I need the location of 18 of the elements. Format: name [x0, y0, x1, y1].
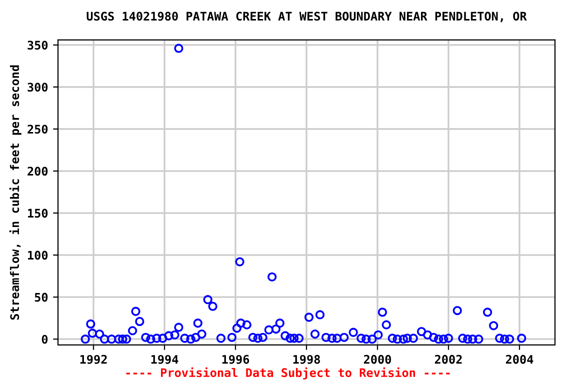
- y-tick-label: 350: [28, 40, 48, 50]
- x-tick-label: 2000: [364, 354, 391, 364]
- y-tick-label: 150: [28, 208, 48, 218]
- text: ---- Provisional Data Subject to Revision ----: [126, 367, 450, 380]
- y-tick-label: 0: [42, 334, 48, 344]
- y-tick-label: 200: [28, 166, 48, 176]
- x-tick-label: 2002: [434, 354, 462, 364]
- x-tick-label: 1998: [293, 354, 320, 364]
- x-tick-label: 1992: [80, 354, 107, 364]
- x-tick-label: 2004: [506, 354, 534, 364]
- x-tick-label: 1996: [222, 354, 250, 364]
- y-axis-title: Streamflow, in cubic feet per second: [9, 65, 22, 320]
- y-tick-label: 100: [28, 250, 48, 260]
- y-tick-label: 300: [28, 82, 48, 92]
- chart-title: USGS 14021980 PATAWA CREEK AT WEST BOUNDARY NEAR PENDLETON, OR: [86, 12, 527, 22]
- y-tick-label: 50: [34, 292, 48, 302]
- x-tick-label: 1994: [151, 354, 178, 364]
- y-tick-label: 250: [28, 124, 48, 134]
